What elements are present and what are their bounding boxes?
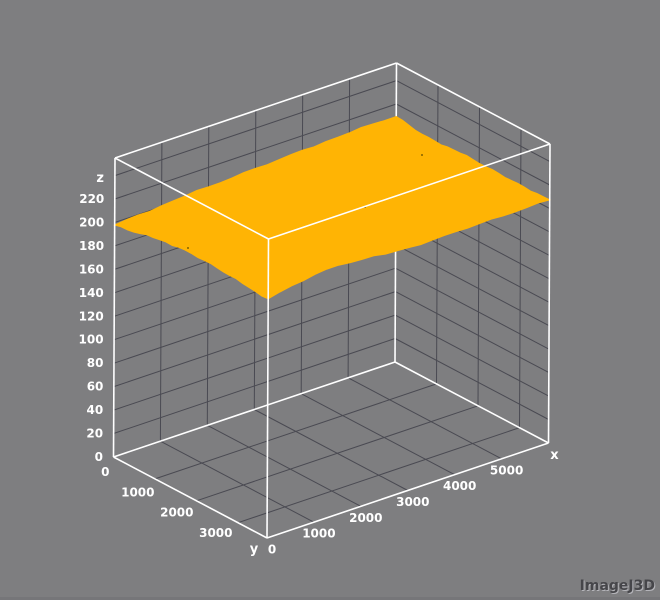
x-axis-tick-label: 5000 (490, 463, 523, 477)
box-frame-near-vertical-edge (266, 238, 270, 539)
z-axis-tick-label: 100 (79, 333, 104, 347)
y-axis-title: y (250, 542, 259, 557)
z-axis-tick-label: 220 (79, 192, 104, 206)
y-axis-tick-label: 3000 (199, 526, 232, 540)
grid-line-z-right-wall (396, 103, 551, 186)
grid-line-z-right-wall (394, 314, 549, 397)
box-frame-y-axis-edge (113, 456, 268, 539)
box-frame-top-far-right-edge (396, 62, 551, 145)
box-frame-z-axis-edge (112, 157, 116, 458)
z-axis-tick-label: 0 (95, 450, 103, 464)
grid-line-y-right-wall (519, 128, 522, 428)
z-axis-tick-label: 140 (79, 286, 104, 300)
y-axis-tick-label: 1000 (121, 485, 154, 499)
box-frame-top-far-left-edge (114, 62, 397, 159)
box-frame-bottom-far-left-edge (113, 361, 396, 458)
z-axis-tick-label: 60 (87, 380, 104, 394)
grid-line-y-right-wall (477, 106, 480, 406)
z-axis-tick-label: 40 (86, 403, 103, 417)
z-axis-tick-label: 160 (79, 262, 104, 276)
x-axis-tick-label: 3000 (396, 495, 429, 509)
box-frame-bottom-far-right-edge (394, 361, 549, 444)
window-bottom-edge (0, 597, 660, 600)
z-axis-tick-label: 180 (79, 239, 104, 253)
x-axis-tick-label: 4000 (443, 479, 476, 493)
grid-line-x-floor (254, 409, 409, 491)
box-frame-top-near-left-edge (114, 157, 269, 240)
x-axis-title: x (550, 448, 559, 463)
box-frame-x-axis-edge (266, 442, 549, 539)
x-axis-tick-label: 2000 (349, 511, 382, 525)
grid-line-x-floor (300, 393, 455, 476)
box-frame-top-near-right-edge (268, 143, 551, 240)
x-axis-tick-label: 0 (268, 543, 276, 557)
grid-line-x-left-wall (159, 142, 163, 442)
imagej3d-watermark: ImageJ3D (579, 578, 655, 594)
grid-line-z-right-wall (394, 338, 549, 420)
grid-line-y-floor (196, 405, 479, 502)
x-axis-tick-label: 1000 (302, 527, 335, 541)
grid-line-x-floor (160, 440, 315, 523)
y-axis-tick-label: 2000 (160, 506, 193, 520)
grid-line-y-floor (154, 383, 437, 480)
grid-line-y-floor (237, 427, 520, 524)
grid-line-z-right-wall (395, 244, 550, 327)
grid-line-x-floor (347, 377, 502, 460)
z-axis-title: z (96, 171, 104, 186)
surface-speck (187, 247, 189, 249)
z-axis-tick-label: 200 (79, 216, 104, 230)
surface-speck (421, 154, 423, 156)
grid-line-x-floor (207, 424, 362, 507)
z-axis-tick-label: 20 (86, 427, 103, 441)
y-axis-tick-label: 0 (101, 465, 109, 479)
grid-line-z-right-wall (396, 80, 551, 163)
grid-line-z-right-wall (395, 291, 550, 374)
z-axis-tick-label: 120 (79, 309, 104, 323)
z-axis-tick-label: 80 (87, 356, 104, 370)
box-frame-right-vertical-edge (547, 143, 551, 444)
grid-line-x-left-wall (206, 126, 210, 426)
grid-line-z-right-wall (395, 267, 550, 350)
